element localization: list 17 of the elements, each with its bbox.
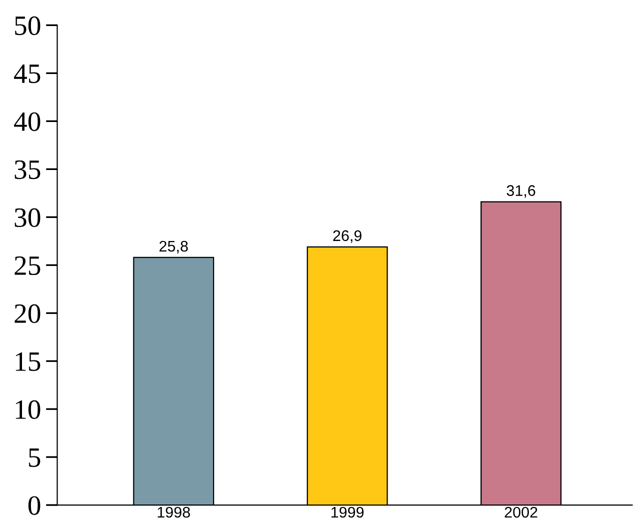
y-tick-label: 35 [14,160,40,180]
y-tick-label: 0 [28,496,40,515]
x-tick-label: 1998 [158,506,190,518]
x-tick-label: 1999 [331,506,364,518]
y-tick-label: 5 [28,448,40,467]
y-tick-label: 45 [14,64,40,84]
data-label: 25,8 [160,240,188,254]
y-tick-label: 30 [14,208,40,228]
y-tick-label: 40 [14,112,40,132]
y-tick-label: 15 [16,352,40,372]
y-tick-label: 10 [16,400,40,419]
y-tick-label: 25 [14,256,40,276]
x-tick-label: 2002 [504,506,538,518]
y-tick-label: 50 [15,16,40,36]
y-tick-label: 20 [14,304,40,324]
data-label: 31,6 [506,185,536,198]
data-label: 26,9 [333,230,362,243]
